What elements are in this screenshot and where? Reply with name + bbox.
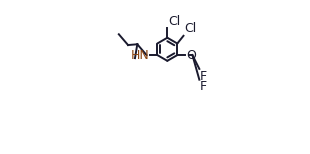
Text: F: F <box>200 80 207 93</box>
Text: Cl: Cl <box>184 22 197 35</box>
Text: Cl: Cl <box>168 15 180 28</box>
Text: O: O <box>186 49 196 62</box>
Text: F: F <box>200 70 207 83</box>
Text: HN: HN <box>131 49 149 62</box>
